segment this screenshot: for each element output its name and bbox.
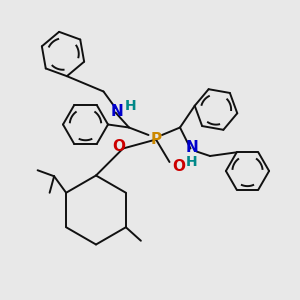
Text: H: H: [186, 155, 198, 169]
Text: N: N: [111, 103, 123, 118]
Text: N: N: [186, 140, 198, 154]
Text: P: P: [150, 132, 162, 147]
Text: O: O: [172, 159, 185, 174]
Text: H: H: [125, 100, 136, 113]
Text: O: O: [112, 139, 125, 154]
